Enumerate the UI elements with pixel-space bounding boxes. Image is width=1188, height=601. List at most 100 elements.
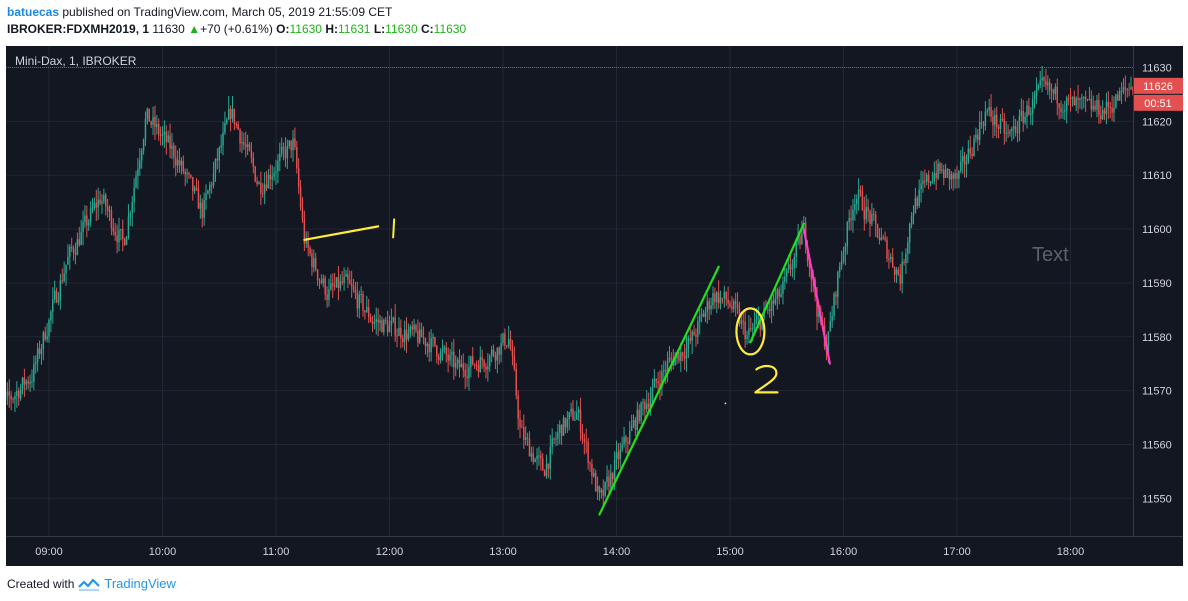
candle-body xyxy=(411,326,413,330)
candle-body xyxy=(470,356,472,368)
author-link[interactable]: batuecas xyxy=(7,5,60,19)
candle-body xyxy=(882,237,884,239)
candle-body xyxy=(316,269,319,280)
x-tick-label: 14:00 xyxy=(603,546,631,558)
candle-body xyxy=(712,293,714,306)
candle-body xyxy=(543,470,546,477)
candle-body xyxy=(311,253,313,268)
text-annotation[interactable]: Text xyxy=(1032,244,1069,266)
trend-line-drawing[interactable] xyxy=(749,222,805,344)
axes: 11550 11560 11570 11580 11590 11600 11610 11620… xyxy=(35,63,1183,558)
candle-body xyxy=(159,134,162,136)
candle-body xyxy=(994,114,996,126)
candle-body xyxy=(545,463,548,477)
candle-body xyxy=(733,301,735,309)
candle-body xyxy=(895,269,898,275)
dot-drawing xyxy=(724,402,727,405)
candle-body xyxy=(878,237,881,241)
x-tick-label: 15:00 xyxy=(716,546,744,558)
candle-body xyxy=(150,121,152,125)
candle-body xyxy=(350,283,353,287)
x-tick-label: 18:00 xyxy=(1057,546,1085,558)
candle-body xyxy=(458,359,461,368)
close-label: C: xyxy=(420,22,434,36)
candle-body xyxy=(260,182,262,194)
candle-body xyxy=(795,242,797,258)
y-tick-label: 11560 xyxy=(1142,439,1172,451)
candle-body xyxy=(1098,100,1100,116)
candle-body xyxy=(950,174,953,180)
trend-line-drawing[interactable] xyxy=(303,225,380,241)
low-label: L: xyxy=(373,22,386,36)
candle-body xyxy=(1033,95,1036,99)
candle-body xyxy=(443,347,446,350)
candle-body xyxy=(873,213,875,215)
candle-body xyxy=(835,293,837,297)
price-chart[interactable]: 11550 11560 11570 11580 11590 11600 11610 11620… xyxy=(6,46,1183,566)
candle-body xyxy=(840,261,843,267)
candle-body xyxy=(254,166,256,182)
candle-body xyxy=(990,106,992,117)
candle-body xyxy=(876,223,879,238)
candle-body xyxy=(704,311,707,317)
candle-body xyxy=(173,145,175,158)
candle-body xyxy=(1117,94,1119,101)
trend-line-drawing[interactable] xyxy=(802,227,831,365)
x-tick-label: 17:00 xyxy=(943,546,971,558)
candle-body xyxy=(683,356,686,359)
candle-body xyxy=(262,193,264,195)
candle-body xyxy=(86,215,88,226)
candle-body xyxy=(1009,131,1011,134)
candle-body xyxy=(689,337,692,341)
trend-line-drawing[interactable] xyxy=(598,265,720,516)
candle-body xyxy=(1100,115,1102,120)
candle-body xyxy=(76,239,79,255)
candle-body xyxy=(663,369,665,372)
candle-body xyxy=(1128,89,1130,91)
candle-body xyxy=(649,398,652,408)
candle-body xyxy=(25,381,28,385)
candle-body xyxy=(634,419,637,430)
candle-body xyxy=(880,237,883,241)
symbol-name: IBROKER:FDXMH2019, 1 xyxy=(7,22,150,36)
circle-drawing[interactable] xyxy=(735,307,766,356)
chart-panel[interactable]: 11550 11560 11570 11580 11590 11600 11610 11620… xyxy=(6,46,1183,566)
candle-body xyxy=(907,242,909,254)
candle-body xyxy=(842,252,845,262)
candle-body xyxy=(587,441,589,463)
candle-body xyxy=(466,376,468,379)
tradingview-brand[interactable]: TradingView xyxy=(104,576,176,591)
candle-body xyxy=(1007,132,1009,134)
candle-body xyxy=(538,455,540,457)
candle-body xyxy=(479,357,482,373)
candle-body xyxy=(965,162,968,165)
candle-body xyxy=(897,269,900,275)
candle-body xyxy=(74,252,77,255)
candle-body xyxy=(269,174,272,180)
candle-body xyxy=(1060,107,1062,112)
candle-body xyxy=(581,432,584,440)
candle-body xyxy=(768,309,771,311)
candle-body xyxy=(42,332,45,350)
candle-body xyxy=(517,395,519,420)
candle-body xyxy=(176,159,179,166)
candle-body xyxy=(1024,116,1026,123)
candle-body xyxy=(91,208,94,210)
candle-body xyxy=(494,354,497,361)
candle-body xyxy=(180,160,183,166)
candle-body xyxy=(379,320,381,323)
candle-body xyxy=(335,277,338,287)
candle-body xyxy=(174,157,177,166)
candle-body xyxy=(50,311,52,320)
x-tick-label: 10:00 xyxy=(149,546,177,558)
candle-body xyxy=(279,153,281,161)
y-tick-label: 11630 xyxy=(1142,63,1172,75)
candle-body xyxy=(844,246,847,253)
candle-body xyxy=(360,293,362,295)
candle-body xyxy=(10,395,12,400)
candle-body xyxy=(273,173,275,177)
candle-body xyxy=(719,297,722,304)
candle-body xyxy=(137,168,139,177)
candle-body xyxy=(833,293,835,316)
candle-body xyxy=(226,119,228,124)
